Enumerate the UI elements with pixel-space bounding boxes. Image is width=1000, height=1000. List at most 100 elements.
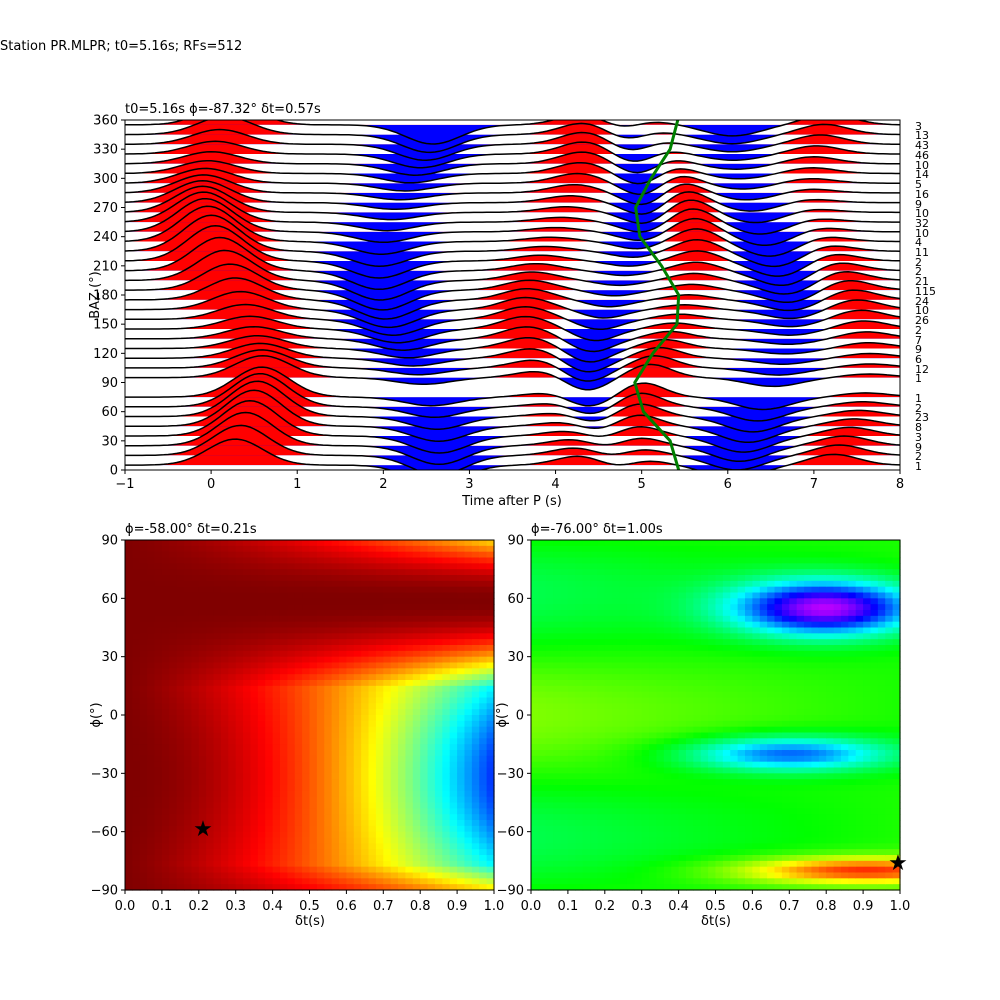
heatmap-cell: [471, 627, 480, 634]
heatmap-cell: [567, 761, 576, 769]
heatmap-cell: [427, 604, 436, 611]
heatmap-cell: [641, 843, 650, 850]
heatmap-cell: [132, 884, 141, 891]
heatmap-cell: [634, 697, 643, 704]
heatmap-cell: [471, 831, 480, 839]
heatmap-cell: [361, 738, 370, 745]
heatmap-cell: [693, 767, 702, 774]
heatmap-cell: [339, 849, 347, 856]
heatmap-cell: [693, 720, 702, 728]
heatmap-cell: [678, 685, 687, 693]
heatmap-cell: [368, 703, 377, 710]
heatmap-cell: [442, 645, 451, 652]
heatmap-cell: [139, 773, 148, 780]
heatmap-cell: [147, 715, 156, 722]
heatmap-cell: [257, 860, 266, 868]
heatmap-cell: [169, 662, 178, 669]
heatmap-cell: [257, 680, 266, 687]
heatmap-cell: [708, 843, 717, 850]
heatmap-cell: [427, 802, 436, 809]
heatmap-cell: [339, 668, 347, 675]
heatmap-cell: [198, 592, 207, 599]
heatmap-cell: [125, 878, 133, 885]
trace-line: [125, 140, 900, 169]
heatmap-cell: [464, 779, 473, 786]
heatmap-cell: [582, 540, 591, 547]
heatmap-cell: [309, 790, 318, 798]
heatmap-cell: [479, 662, 488, 669]
heatmap-cell: [442, 808, 451, 815]
heatmap-cell: [250, 615, 259, 623]
heatmap-cell: [531, 785, 539, 792]
heatmap-cell: [449, 697, 458, 704]
heatmap-cell: [361, 825, 370, 833]
heatmap-cell: [346, 773, 355, 780]
heatmap-cell: [612, 820, 621, 827]
heatmap-cell: [575, 586, 584, 594]
heatmap-cell: [398, 615, 407, 623]
heatmap-cell: [161, 592, 170, 599]
heatmap-cell: [634, 650, 643, 658]
heatmap-cell: [737, 627, 746, 634]
heatmap-cell: [191, 779, 200, 786]
heatmap-cell: [398, 726, 407, 734]
heatmap-cell: [235, 785, 244, 792]
heatmap-cell: [464, 790, 473, 798]
trace-count: 5: [915, 178, 922, 191]
heatmap-cell: [125, 674, 133, 681]
heatmap-cell: [176, 843, 185, 850]
heatmap-cell: [730, 650, 739, 658]
heatmap-cell: [671, 849, 680, 856]
heatmap-cell: [715, 709, 724, 716]
heatmap-cell: [434, 709, 443, 716]
heatmap-cell: [575, 796, 584, 804]
heatmap-cell: [612, 849, 621, 856]
heatmap-cell: [184, 872, 193, 879]
heatmap-cell: [228, 738, 237, 745]
heatmap-cell: [169, 831, 178, 839]
heatmap-cell: [693, 639, 702, 646]
heatmap-cell: [649, 750, 658, 757]
heatmap-cell: [184, 668, 193, 675]
heatmap-cell: [220, 650, 229, 658]
heatmap-cell: [331, 569, 340, 576]
heatmap-cell: [730, 779, 739, 786]
heatmap-cell: [405, 697, 414, 704]
heatmap-cell: [324, 668, 333, 675]
heatmap-cell: [464, 586, 473, 594]
heatmap-cell: [346, 726, 355, 734]
heatmap-cell: [250, 755, 259, 763]
heatmap-cell: [331, 715, 340, 722]
heatmap-cell: [250, 831, 259, 839]
heatmap-cell: [235, 820, 244, 827]
heatmap-cell: [457, 575, 466, 582]
heatmap-cell: [671, 674, 680, 681]
heatmap-cell: [442, 796, 451, 804]
heatmap-cell: [545, 615, 554, 623]
heatmap-cell: [265, 592, 274, 599]
heatmap-cell: [272, 540, 281, 547]
heatmap-cell: [567, 668, 576, 675]
heatmap-cell: [353, 627, 362, 634]
heatmap-cell: [331, 732, 340, 739]
heatmap-cell: [176, 569, 185, 576]
heatmap-cell: [420, 685, 429, 693]
trace-positive-fill: [125, 215, 900, 252]
heatmap-cell: [545, 884, 554, 891]
trace-positive-fill: [125, 335, 900, 349]
heatmap-cell: [531, 610, 539, 617]
heatmap-cell: [316, 633, 325, 640]
heatmap-cell: [582, 802, 591, 809]
heatmap-cell: [294, 802, 303, 809]
heatmap-cell: [434, 820, 443, 827]
heatmap-cell: [700, 586, 709, 594]
heatmap-cell: [412, 820, 421, 827]
heatmap-cell: [663, 814, 672, 821]
heatmap-cell: [294, 820, 303, 827]
heatmap-cell: [722, 709, 731, 716]
heatmap-cell: [471, 802, 480, 809]
heatmap-cell: [368, 878, 377, 885]
heatmap-cell: [693, 680, 702, 687]
heatmap-cell: [250, 650, 259, 658]
heatmap-cell: [375, 650, 384, 658]
